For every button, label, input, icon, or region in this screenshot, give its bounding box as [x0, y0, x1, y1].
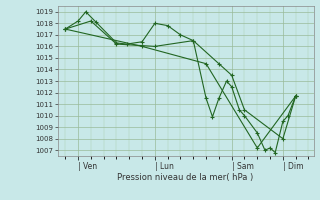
- X-axis label: Pression niveau de la mer( hPa ): Pression niveau de la mer( hPa ): [117, 173, 254, 182]
